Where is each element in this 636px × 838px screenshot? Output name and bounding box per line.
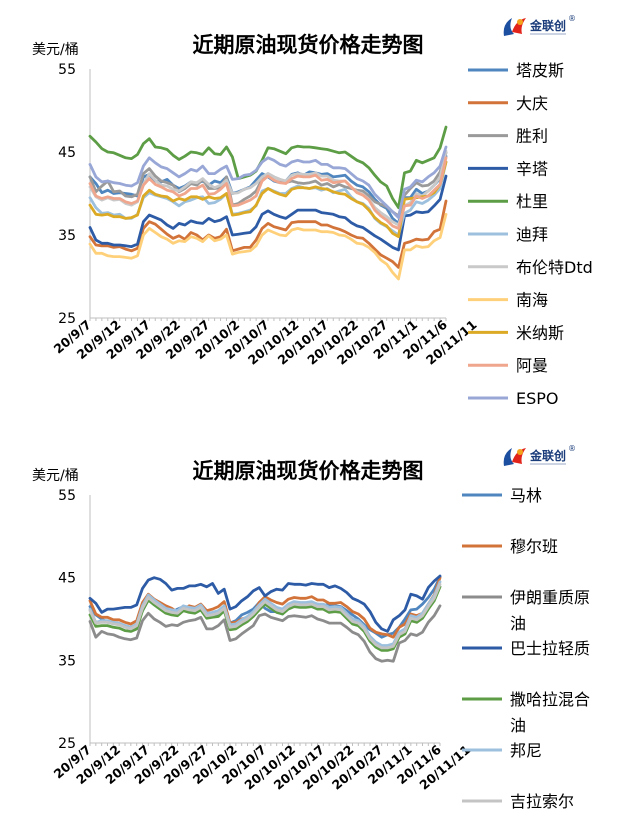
bottom-y-tick-label: 25 xyxy=(58,736,76,752)
bottom-series-line-7 xyxy=(88,582,442,650)
logo-mark-blue-icon xyxy=(503,18,514,36)
brand-logo: 金联创® xyxy=(503,444,576,466)
logo-mark-dot-icon xyxy=(517,449,523,455)
bottom-legend-label-line-2: 油 xyxy=(510,716,526,735)
bottom-legend-label-2: 穆尔班 xyxy=(510,537,558,556)
bottom-legend-label-line-1: 撒哈拉混合 xyxy=(510,690,590,709)
bottom-y-tick-label: 35 xyxy=(58,653,76,669)
top-legend-label-3: 胜利 xyxy=(516,127,548,146)
bottom-y-tick-label: 45 xyxy=(58,571,76,587)
top-y-tick-label: 25 xyxy=(58,311,76,327)
logo-brand-text: 金联创 xyxy=(529,18,566,33)
logo-registered-mark: ® xyxy=(568,444,576,453)
bottom-title: 近期原油现货价格走势图 xyxy=(193,459,424,483)
top-legend-label-10: 阿曼 xyxy=(516,356,548,375)
bottom-legend-label-6: 邦尼 xyxy=(510,741,542,760)
top-legend-label-1: 塔皮斯 xyxy=(516,61,564,80)
bottom-legend-label-4: 巴士拉轻质 xyxy=(510,639,590,658)
logo-registered-mark: ® xyxy=(568,14,576,23)
top-legend-label-8: 南海 xyxy=(516,291,548,310)
logo-mark-dot-icon xyxy=(517,19,523,25)
top-title: 近期原油现货价格走势图 xyxy=(193,33,424,57)
top-y-axis-unit: 美元/桶 xyxy=(32,42,79,58)
bottom-series-line-3 xyxy=(88,604,442,663)
brand-logo: 金联创® xyxy=(503,14,576,36)
bottom-legend-label-5: 撒哈拉混合油 xyxy=(510,690,590,735)
top-y-tick-label: 35 xyxy=(58,228,76,244)
top-series-line-2 xyxy=(88,199,448,269)
top-legend-label-6: 迪拜 xyxy=(516,225,548,244)
top-series-line-7 xyxy=(88,149,448,227)
bottom-legend-label-1: 马林 xyxy=(510,486,542,505)
chart-bottom: 近期原油现货价格走势图 美元/桶 25 35 45 55 20/9/7 20/9/12 20/9… xyxy=(0,430,636,838)
chart-top-svg: 近期原油现货价格走势图美元/桶2535455520/9/720/9/1220/9… xyxy=(32,14,593,408)
bottom-series-line-4 xyxy=(88,574,442,633)
top-legend-label-7: 布伦特Dtd xyxy=(516,258,593,277)
top-legend-label-5: 杜里 xyxy=(516,192,548,211)
bottom-legend-label-7: 吉拉索尔 xyxy=(510,792,574,811)
bottom-y-tick-label: 55 xyxy=(58,488,76,504)
top-series-line-11 xyxy=(88,145,448,220)
top-y-tick-label: 55 xyxy=(58,62,76,78)
top-legend-label-4: 辛塔 xyxy=(516,159,548,178)
top-series-line-4 xyxy=(88,174,448,252)
top-series-line-10 xyxy=(88,156,448,230)
logo-brand-text: 金联创 xyxy=(529,448,566,463)
bottom-legend-label-line-2: 油 xyxy=(510,614,526,633)
top-y-tick-label: 45 xyxy=(58,145,76,161)
chart-top: 近期原油现货价格走势图 美元/桶 25 35 45 55 20/9/7 20/9/12 20/9… xyxy=(32,14,593,408)
top-legend-label-9: 米纳斯 xyxy=(516,323,564,342)
top-legend-label-11: ESPO xyxy=(516,389,559,408)
top-series-line-5 xyxy=(88,125,448,210)
top-series-line-9 xyxy=(88,160,448,239)
logo-mark-blue-icon xyxy=(503,448,514,466)
bottom-legend-label-3: 伊朗重质原油 xyxy=(510,588,590,633)
chart-bottom-svg: 近期原油现货价格走势图美元/桶2535455520/9/720/9/1220/9… xyxy=(32,444,590,811)
bottom-series-line-6 xyxy=(88,580,442,647)
bottom-legend-label-line-1: 伊朗重质原 xyxy=(510,588,590,607)
top-series-line-8 xyxy=(88,212,448,281)
bottom-y-axis-unit: 美元/桶 xyxy=(32,468,79,484)
top-legend-label-2: 大庆 xyxy=(516,94,548,113)
